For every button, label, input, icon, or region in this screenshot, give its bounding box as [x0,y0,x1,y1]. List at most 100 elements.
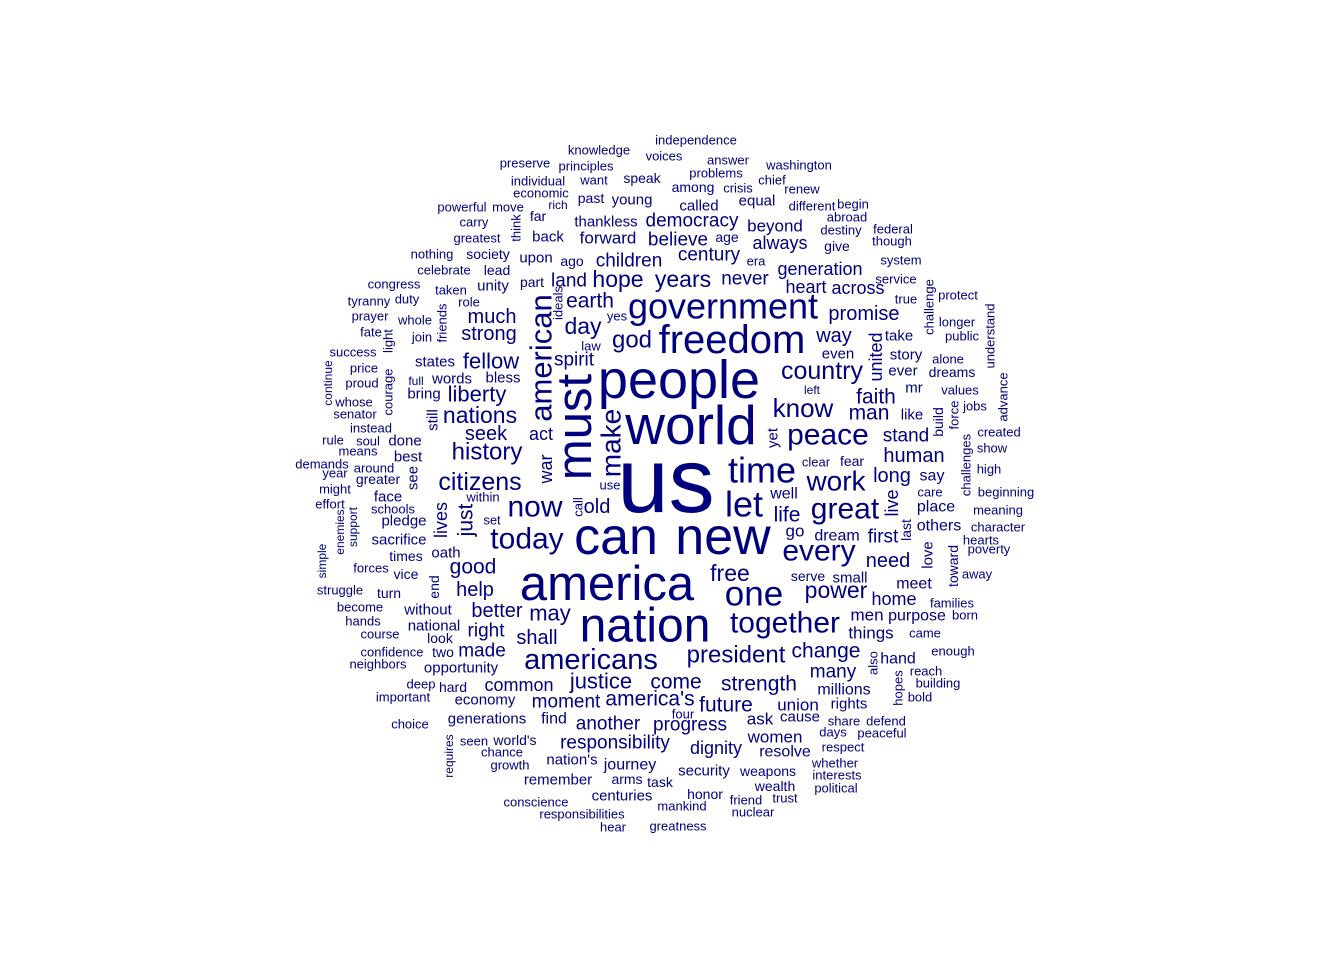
word-children: children [596,251,663,272]
word-equal: equal [739,193,776,210]
word-take: take [885,328,913,345]
word-tyranny: tyranny [348,294,391,309]
word-era: era [747,254,767,269]
word-force: force [947,401,962,430]
word-last: last [898,519,914,541]
word-seen: seen [460,734,488,749]
word-millions: millions [817,682,870,699]
word-land: land [551,271,587,292]
word-political: political [814,781,857,796]
word-better: better [471,600,522,622]
word-liberty: liberty [448,382,507,407]
word-america: america [520,557,695,611]
word-whether: whether [811,756,859,771]
word-fear: fear [840,453,864,469]
word-character: character [971,520,1026,535]
word-means: means [338,444,378,459]
word-among: among [672,179,715,195]
word-struggle: struggle [317,583,363,598]
word-faith: faith [856,386,896,409]
word-greatest: greatest [454,231,501,246]
word-hands: hands [345,614,381,629]
word-place: place [917,499,955,516]
word-proud: proud [345,376,378,391]
word-always: always [752,233,807,253]
word-one: one [725,575,783,614]
word-responsibilities: responsibilities [539,807,625,822]
word-begin: begin [837,197,869,212]
word-century: century [678,245,741,266]
word-instead: instead [350,421,392,436]
word-call: call [571,497,586,517]
word-life: life [774,504,801,527]
word-duty: duty [395,292,420,307]
word-look: look [427,630,454,646]
word-first: first [868,527,899,548]
word-old: old [584,496,611,518]
word-human: human [883,445,944,467]
word-course: course [360,627,399,642]
word-together: together [730,607,840,640]
word-four: four [672,707,695,722]
word-right: right [468,621,506,642]
word-future: future [699,694,753,717]
word-requires: requires [442,734,456,777]
word-set: set [483,513,501,528]
word-wealth: wealth [754,778,795,794]
word-good: good [450,556,497,579]
word-small: small [832,570,867,587]
word-common: common [484,675,553,695]
word-demands: demands [295,457,349,472]
word-rights: rights [831,696,868,713]
word-economic: economic [513,186,569,201]
word-independence: independence [655,133,737,148]
word-neighbors: neighbors [349,657,407,672]
word-still: still [425,409,442,431]
word-way: way [815,325,852,347]
word-find: find [541,711,567,728]
word-ask: ask [747,710,774,729]
word-speak: speak [623,170,661,186]
word-journey: journey [603,757,656,774]
word-american: american [524,294,559,422]
word-heart: heart [785,277,826,297]
word-jobs: jobs [962,399,987,414]
word-simple: simple [315,543,329,578]
word-lives: lives [431,502,451,538]
word-meet: meet [896,576,932,593]
word-renew: renew [784,182,820,197]
word-task: task [647,774,674,790]
word-federal: federal [873,222,913,237]
word-responsibility: responsibility [560,733,670,754]
word-rule: rule [322,433,344,448]
word-much: much [468,306,517,328]
word-support: support [346,506,360,547]
word-move: move [492,200,524,215]
word-others: others [917,518,961,535]
word-peace: peace [787,419,869,452]
word-days: days [819,725,847,740]
word-washington: washington [765,158,832,173]
word-full: full [408,374,423,388]
word-earth: earth [566,290,614,313]
word-called: called [679,198,718,215]
word-now: now [507,491,562,524]
word-dignity: dignity [690,738,742,758]
word-crisis: crisis [723,181,753,196]
word-seek: seek [465,423,508,445]
word-toward: toward [945,545,961,587]
word-make: make [596,409,627,477]
word-high: high [977,462,1002,477]
word-courage: courage [381,369,396,416]
word-year: year [322,466,348,481]
word-principles: principles [559,159,614,174]
word-prayer: prayer [352,309,390,324]
word-may: may [529,601,571,626]
word-bless: bless [485,370,520,387]
word-far: far [530,208,547,224]
word-opportunity: opportunity [424,660,499,677]
word-nothing: nothing [411,247,454,262]
word-conscience: conscience [503,795,568,810]
word-bring: bring [407,386,440,403]
word-become: become [337,600,383,615]
